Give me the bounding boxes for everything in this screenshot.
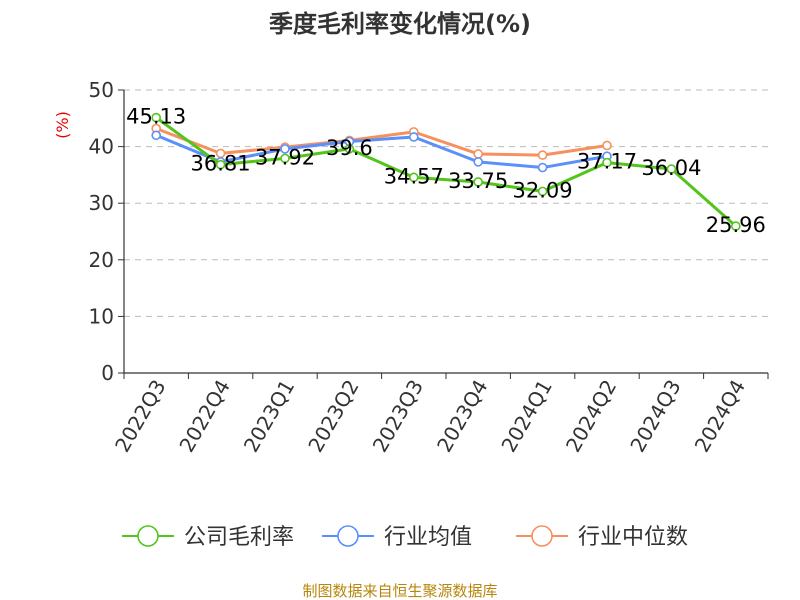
axes [118,89,769,379]
chart-title: 季度毛利率变化情况(%) [269,10,531,38]
data-point [408,172,419,183]
data-label: 34.57 [384,164,444,188]
data-label: 37.17 [577,150,637,174]
data-point [344,144,355,154]
data-point [473,157,484,167]
series-line [155,116,737,228]
grid [124,89,768,317]
x-tick-label: 2024Q3 [625,376,685,457]
data-label: 32.09 [513,178,573,202]
x-tick-label: 2023Q2 [303,376,363,457]
y-tick-label: 0 [101,361,114,385]
data-point [602,140,612,151]
y-tick-label: 40 [89,135,114,159]
data-label: 25.96 [706,213,766,237]
x-tick-label: 2023Q1 [239,376,299,457]
legend-marker [337,525,359,547]
source-note: 制图数据来自恒生聚源数据库 [302,582,497,600]
y-tick-label: 50 [89,78,114,102]
x-tick-label: 2022Q4 [174,376,234,457]
y-ticks: 0 10 20 30 40 50 [89,78,114,385]
legend-label: 行业中位数 [578,525,688,550]
data-point [537,162,548,173]
x-tick-label: 2022Q3 [110,376,170,457]
data-label: 37.92 [255,145,315,169]
y-tick-label: 10 [89,304,114,328]
data-point [473,149,484,159]
data-point [473,177,484,187]
legend-marker [531,525,553,547]
y-tick-label: 20 [89,248,114,272]
data-label: 45.13 [126,105,186,129]
data-point [730,221,741,231]
data-point [151,130,161,141]
data-point [151,112,161,123]
data-point [215,159,226,170]
legend: 公司毛利率 行业均值 行业中位数 [122,525,688,550]
data-label: 36.04 [641,156,701,180]
legend-label: 行业均值 [384,525,472,550]
data-point [666,164,677,174]
x-tick-label: 2023Q3 [368,376,428,457]
series-lines [151,112,741,231]
data-point [280,153,290,164]
data-label: 36.81 [191,152,251,176]
x-tick-label: 2024Q1 [496,376,556,457]
data-point [537,150,548,160]
x-tick-label: 2023Q4 [432,376,492,457]
x-tick-label: 2024Q4 [690,376,750,457]
y-tick-label: 30 [89,191,114,215]
data-point [408,132,419,142]
y-axis-label: (%) [53,111,72,139]
x-ticks: 2022Q3 2022Q4 2023Q1 2023Q2 2023Q3 2023Q4 2024… [110,376,750,457]
data-label: 39.6 [326,136,373,160]
data-point [537,186,548,197]
legend-marker [137,525,159,547]
data-label: 33.75 [448,169,508,193]
x-tick-label: 2024Q2 [561,376,621,457]
series-line [155,127,608,157]
data-point [602,157,612,168]
legend-label: 公司毛利率 [184,525,294,550]
data-point [280,144,290,154]
series-line [155,133,608,170]
